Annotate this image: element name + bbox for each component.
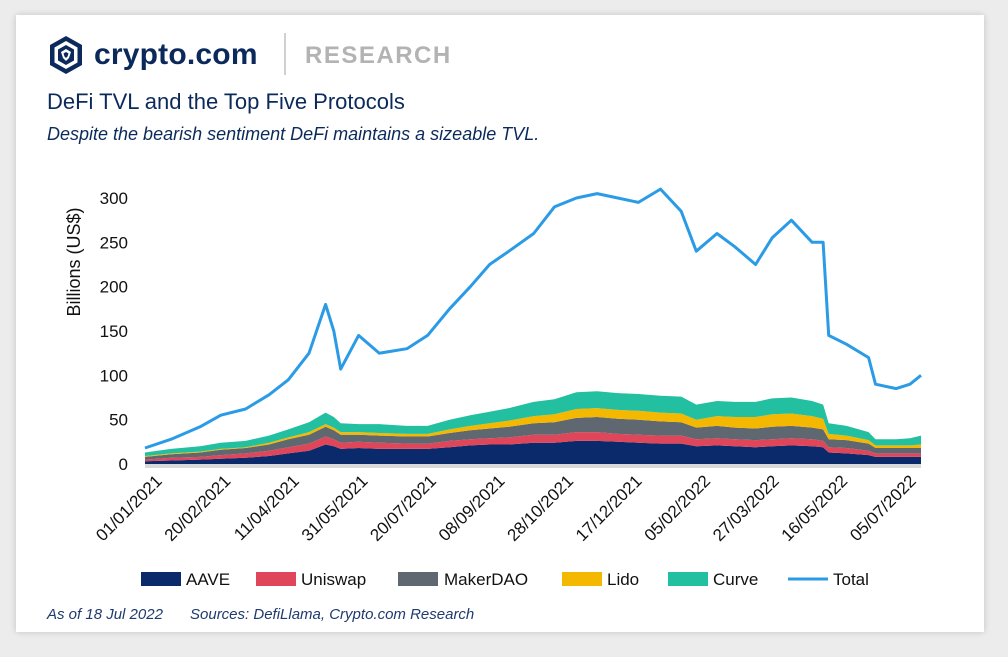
- legend-label-aave: AAVE: [186, 570, 230, 589]
- x-tick-label: 17/12/2021: [572, 471, 646, 545]
- legend-swatch-makerdao: [398, 572, 438, 586]
- legend-label-uniswap: Uniswap: [301, 570, 366, 589]
- brand-name: crypto.com: [94, 38, 258, 71]
- area-makerdao: [145, 417, 921, 460]
- brand-tag: RESEARCH: [305, 42, 452, 69]
- x-tick-label: 05/07/2022: [846, 471, 920, 545]
- x-axis-baseline: [145, 463, 921, 468]
- legend-swatch-uniswap: [256, 572, 296, 586]
- y-tick-label: 100: [100, 366, 128, 385]
- brand-divider: [284, 33, 286, 75]
- x-tick-label: 20/02/2021: [161, 471, 235, 545]
- y-tick-label: 150: [100, 322, 128, 341]
- as-of-date: As of 18 Jul 2022: [47, 606, 163, 623]
- y-tick-label: 250: [100, 233, 128, 252]
- y-tick-label: 50: [109, 411, 128, 430]
- y-tick-label: 0: [119, 455, 128, 474]
- x-tick-label: 11/04/2021: [230, 471, 303, 544]
- x-tick-label: 01/01/2021: [92, 471, 166, 545]
- legend-swatch-curve: [668, 572, 708, 586]
- x-tick-label: 28/10/2021: [503, 471, 577, 545]
- legend-swatch-lido: [562, 572, 602, 586]
- area-curve: [145, 391, 921, 456]
- x-tick-label: 31/05/2021: [298, 471, 372, 545]
- x-tick-label: 08/09/2021: [435, 471, 509, 545]
- legend-label-makerdao: MakerDAO: [444, 570, 528, 589]
- area-aave: [145, 440, 921, 464]
- legend-label-total: Total: [833, 570, 869, 589]
- y-axis-label: Billions (US$): [64, 207, 84, 316]
- x-tick-label: 16/05/2022: [778, 471, 852, 545]
- x-tick-label: 27/03/2022: [709, 471, 783, 545]
- chart-card: [16, 15, 984, 632]
- x-tick-label: 20/07/2021: [366, 471, 440, 545]
- crypto-com-logo-icon: [50, 36, 82, 74]
- legend-swatch-aave: [141, 572, 181, 586]
- x-tick-label: 05/02/2022: [641, 471, 715, 545]
- y-tick-label: 200: [100, 278, 128, 297]
- chart-title: DeFi TVL and the Top Five Protocols: [47, 89, 405, 114]
- area-lido: [145, 408, 921, 457]
- legend-label-curve: Curve: [713, 570, 758, 589]
- y-tick-label: 300: [100, 189, 128, 208]
- area-uniswap: [145, 432, 921, 462]
- legend-label-lido: Lido: [607, 570, 639, 589]
- series-line-total: [144, 187, 922, 450]
- chart-subtitle: Despite the bearish sentiment DeFi maint…: [47, 124, 540, 144]
- sources-note: Sources: DefiLlama, Crypto.com Research: [190, 606, 475, 623]
- brand: crypto.com: [48, 33, 258, 77]
